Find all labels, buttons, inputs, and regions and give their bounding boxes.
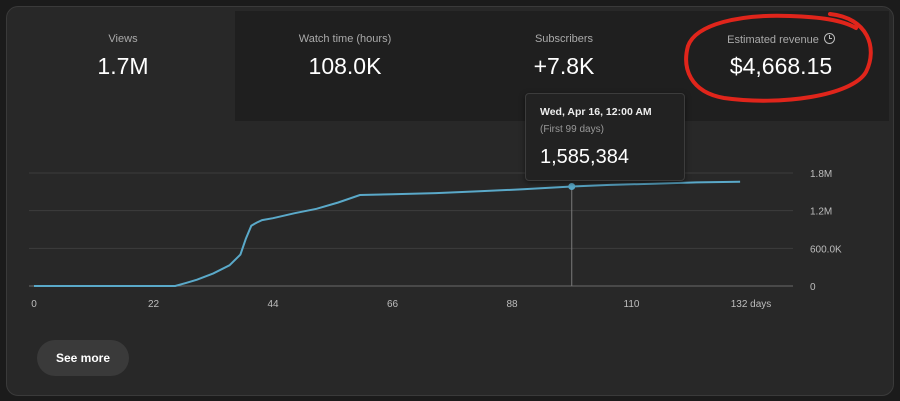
y-tick-label: 1.2M	[810, 207, 832, 218]
x-tick-label: 22	[148, 299, 160, 310]
y-tick-label: 0	[810, 282, 816, 293]
metric-label: Watch time (hours)	[298, 33, 392, 45]
series-line	[34, 180, 741, 287]
y-axis-ticks: 0 600.0K 1.2M 1.8M	[810, 169, 842, 293]
x-tick-label: 0	[31, 299, 37, 310]
views-line-chart: 0 600.0K 1.2M 1.8M 0 22 44 66 88 110 132 days	[29, 169, 842, 310]
analytics-panel: Views 1.7M Watch time (hours) 108.0K Sub…	[6, 6, 894, 396]
y-tick-label: 1.8M	[810, 169, 832, 180]
tooltip-subtitle: (First 99 days)	[540, 124, 604, 135]
x-axis-ticks: 0 22 44 66 88 110 132 days	[31, 299, 771, 310]
metric-card-watch-time[interactable]: Watch time (hours) 108.0K	[235, 11, 455, 121]
x-tick-label: 88	[506, 299, 518, 310]
see-more-button[interactable]: See more	[37, 340, 129, 376]
metric-label: Subscribers	[534, 33, 594, 45]
metric-value: +7.8K	[533, 53, 595, 79]
x-tick-label: 44	[267, 299, 279, 310]
chart-grid	[29, 172, 793, 287]
highlighted-point	[568, 182, 576, 190]
x-tick-label: 132 days	[731, 299, 772, 310]
chart-tooltip: Wed, Apr 16, 12:00 AM (First 99 days) 1,…	[525, 93, 685, 181]
metric-value: 108.0K	[308, 53, 382, 79]
x-tick-label: 110	[624, 299, 640, 310]
metric-value: 1.7M	[97, 53, 149, 79]
metric-label: Views	[108, 33, 138, 45]
metric-card-views[interactable]: Views 1.7M	[11, 11, 235, 121]
tooltip-date: Wed, Apr 16, 12:00 AM	[540, 106, 652, 118]
x-tick-label: 66	[387, 299, 399, 310]
y-tick-label: 600.0K	[810, 244, 842, 255]
tooltip-value: 1,585,384	[540, 146, 629, 168]
